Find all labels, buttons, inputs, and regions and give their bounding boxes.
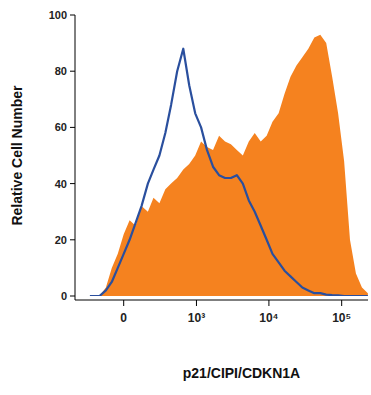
y-tick-label: 20 [55, 234, 67, 246]
y-tick [70, 296, 75, 297]
area-series [90, 35, 368, 296]
x-tick [196, 300, 197, 306]
x-tick-label: 0 [120, 311, 127, 325]
y-tick-label: 100 [49, 9, 67, 21]
y-tick-label: 60 [55, 121, 67, 133]
y-tick [70, 183, 75, 184]
x-tick-label: 10³ [188, 311, 205, 325]
y-tick [70, 71, 75, 72]
y-tick [70, 127, 75, 128]
y-axis [75, 15, 76, 300]
y-tick [70, 239, 75, 240]
x-tick-label: 10⁵ [332, 311, 351, 325]
x-tick [268, 300, 269, 306]
y-tick-label: 0 [61, 290, 67, 302]
x-tick [341, 300, 342, 306]
x-tick [123, 300, 124, 306]
x-axis-label: p21/CIPI/CDKN1A [183, 365, 300, 381]
y-tick [70, 15, 75, 16]
line-series [90, 49, 368, 296]
y-axis-label: Relative Cell Number [9, 85, 25, 226]
y-tick-label: 80 [55, 65, 67, 77]
x-tick-label: 10⁴ [259, 311, 278, 325]
x-axis [75, 300, 368, 301]
plot-area [90, 35, 368, 296]
chart: 0 20 40 60 80 100 0 10³ 10⁴ 10⁵ p21/CIPI/CDKN1A Rel… [0, 0, 371, 395]
y-tick-label: 40 [55, 178, 67, 190]
